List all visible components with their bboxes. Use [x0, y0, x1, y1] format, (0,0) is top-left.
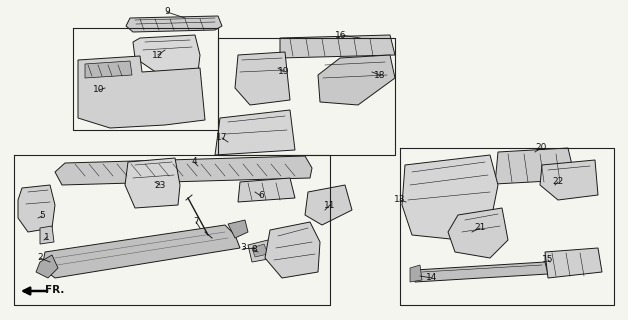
Polygon shape — [265, 222, 320, 278]
Polygon shape — [85, 61, 132, 78]
Polygon shape — [18, 185, 55, 232]
Text: 23: 23 — [154, 180, 166, 189]
Text: 20: 20 — [535, 143, 547, 153]
Text: FR.: FR. — [45, 285, 65, 295]
Polygon shape — [415, 262, 548, 282]
Polygon shape — [248, 240, 274, 262]
Polygon shape — [318, 55, 395, 105]
Polygon shape — [238, 178, 295, 202]
Text: 5: 5 — [39, 212, 45, 220]
Polygon shape — [36, 255, 58, 278]
Polygon shape — [126, 16, 222, 32]
Text: 11: 11 — [324, 201, 336, 210]
Polygon shape — [40, 226, 54, 244]
Polygon shape — [228, 220, 248, 238]
Text: 3: 3 — [240, 244, 246, 252]
Text: 13: 13 — [394, 196, 406, 204]
Text: 12: 12 — [153, 51, 164, 60]
Text: 8: 8 — [251, 245, 257, 254]
Text: 17: 17 — [216, 133, 228, 142]
Polygon shape — [55, 156, 312, 185]
Polygon shape — [125, 158, 180, 208]
Polygon shape — [78, 56, 205, 128]
Polygon shape — [305, 185, 352, 225]
Text: 7: 7 — [193, 218, 199, 227]
Polygon shape — [280, 35, 395, 58]
Text: 18: 18 — [374, 70, 386, 79]
Text: 9: 9 — [164, 7, 170, 17]
Text: 14: 14 — [426, 274, 438, 283]
Polygon shape — [133, 35, 200, 75]
Polygon shape — [545, 248, 602, 278]
Text: 6: 6 — [258, 191, 264, 201]
Text: 22: 22 — [553, 178, 563, 187]
Text: 19: 19 — [278, 68, 290, 76]
Text: 16: 16 — [335, 30, 347, 39]
Text: 2: 2 — [37, 253, 43, 262]
Text: 21: 21 — [474, 223, 485, 233]
Polygon shape — [540, 160, 598, 200]
Polygon shape — [495, 148, 572, 184]
Text: 10: 10 — [93, 85, 105, 94]
Polygon shape — [252, 244, 268, 257]
Polygon shape — [215, 110, 295, 155]
Polygon shape — [410, 265, 422, 282]
Text: 15: 15 — [542, 255, 554, 265]
Polygon shape — [402, 155, 498, 240]
Polygon shape — [448, 208, 508, 258]
Text: 4: 4 — [191, 157, 197, 166]
Polygon shape — [235, 52, 290, 105]
Polygon shape — [42, 225, 240, 278]
Text: 1: 1 — [44, 233, 50, 242]
